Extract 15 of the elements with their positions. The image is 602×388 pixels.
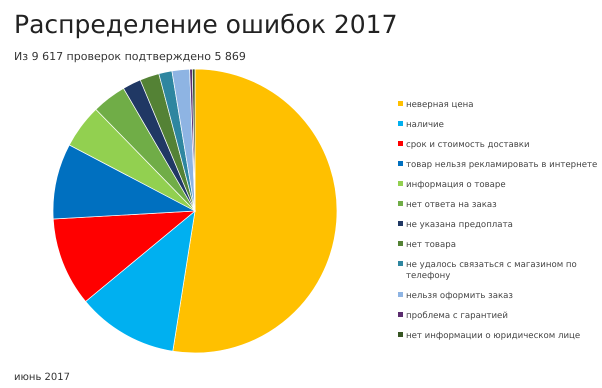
legend-label: наличие (406, 120, 444, 130)
legend-label: нет информации о юридическом лице (406, 331, 580, 341)
chart-subtitle: Из 9 617 проверок подтверждено 5 869 (14, 50, 246, 63)
legend-label: товар нельзя рекламировать в интернете (406, 160, 598, 170)
legend-label: нельзя оформить заказ (406, 291, 514, 301)
legend-label: проблема с гарантией (406, 311, 508, 321)
chart-title: Распределение ошибок 2017 (14, 10, 398, 39)
legend-label: нет ответа на заказ (406, 200, 498, 210)
text: июнь 2017 (14, 372, 70, 383)
legend-label: неверная цена (406, 100, 474, 110)
legend-label: информация о товаре (406, 180, 506, 190)
legend-label: срок и стоимость доставки (406, 140, 530, 150)
legend-label: нет товара (406, 240, 456, 250)
legend-label: не указана предоплата (406, 220, 513, 230)
legend-label: не удалось связаться с магазином по телефону (406, 260, 577, 281)
